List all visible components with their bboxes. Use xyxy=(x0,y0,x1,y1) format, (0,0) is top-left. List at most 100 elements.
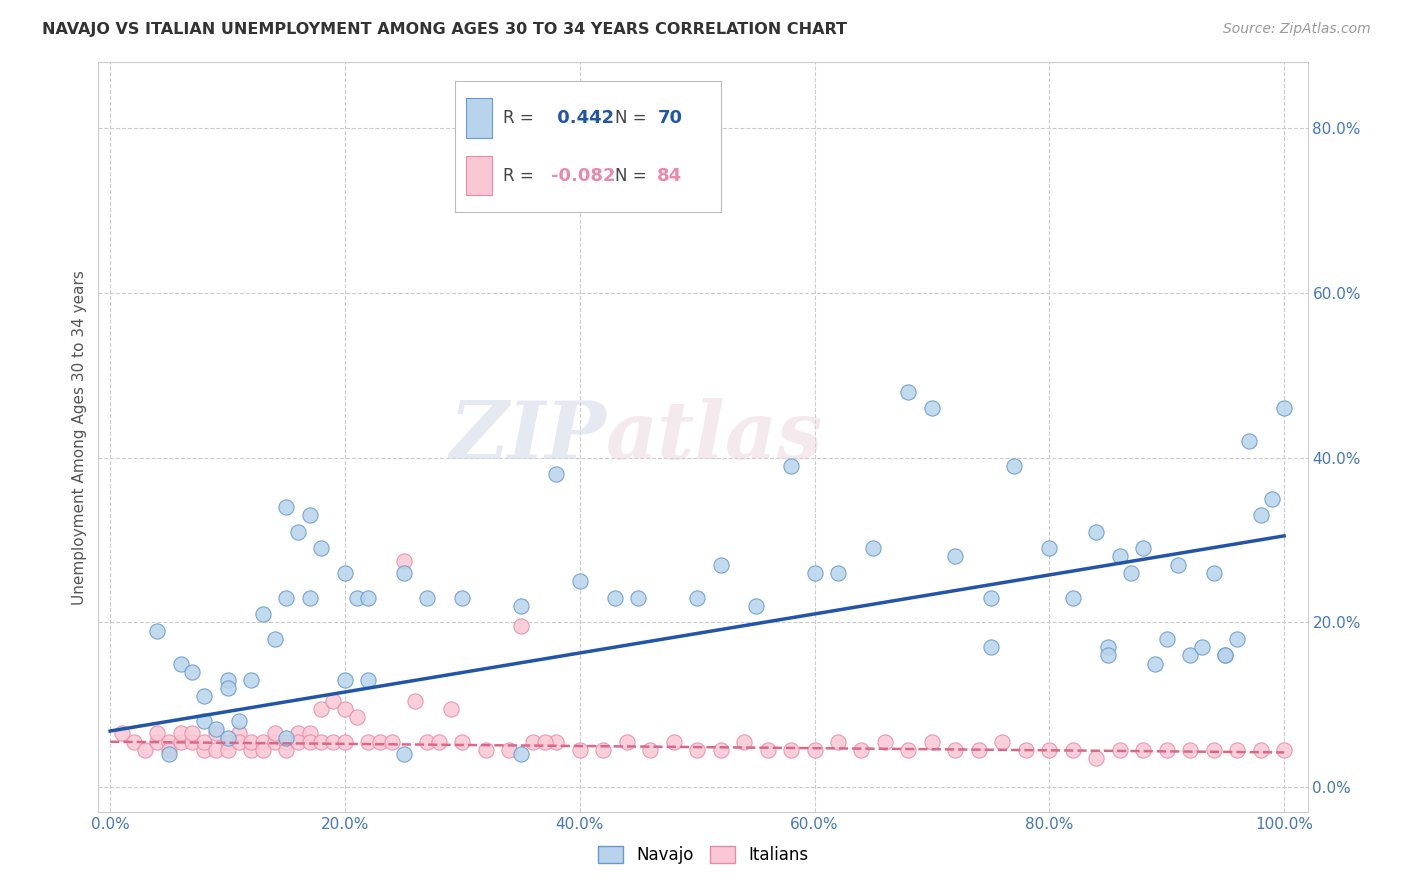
Point xyxy=(298,591,321,605)
Point xyxy=(146,624,169,638)
Point xyxy=(276,500,298,514)
Point xyxy=(638,743,661,757)
Point xyxy=(263,735,285,749)
Point xyxy=(510,619,533,633)
Point xyxy=(392,566,415,580)
Point xyxy=(322,735,344,749)
Point xyxy=(1250,508,1272,523)
Point xyxy=(710,743,733,757)
Point xyxy=(568,574,591,589)
Point xyxy=(756,743,779,757)
Point xyxy=(686,591,709,605)
Point xyxy=(252,743,274,757)
Point xyxy=(298,735,321,749)
Point xyxy=(686,743,709,757)
Point xyxy=(157,735,180,749)
Point xyxy=(733,735,755,749)
Point xyxy=(298,508,321,523)
Point xyxy=(1108,743,1130,757)
Text: NAVAJO VS ITALIAN UNEMPLOYMENT AMONG AGES 30 TO 34 YEARS CORRELATION CHART: NAVAJO VS ITALIAN UNEMPLOYMENT AMONG AGE… xyxy=(42,22,848,37)
Point xyxy=(1002,458,1025,473)
Point xyxy=(1085,524,1108,539)
Point xyxy=(546,735,568,749)
Point xyxy=(1015,743,1038,757)
Point xyxy=(252,735,274,749)
Point xyxy=(980,591,1002,605)
Point xyxy=(204,723,226,737)
Point xyxy=(498,743,520,757)
Text: atlas: atlas xyxy=(606,399,824,475)
Point xyxy=(193,690,215,704)
Point xyxy=(1261,491,1284,506)
Point xyxy=(1038,743,1060,757)
Point xyxy=(510,599,533,613)
Point xyxy=(827,735,849,749)
Point xyxy=(592,743,614,757)
Point xyxy=(416,591,439,605)
Point xyxy=(169,726,191,740)
Point xyxy=(276,591,298,605)
Point xyxy=(333,673,356,687)
Point xyxy=(827,566,849,580)
Point xyxy=(287,735,309,749)
Point xyxy=(921,735,943,749)
Point xyxy=(780,743,803,757)
Point xyxy=(745,599,768,613)
Point xyxy=(945,549,967,564)
Point xyxy=(1180,648,1202,663)
Point xyxy=(228,726,250,740)
Point xyxy=(897,743,920,757)
Point xyxy=(1062,591,1084,605)
Point xyxy=(451,591,474,605)
Point xyxy=(217,673,239,687)
Point xyxy=(322,693,344,707)
Point xyxy=(287,726,309,740)
Point xyxy=(1132,541,1154,556)
Point xyxy=(169,735,191,749)
Point xyxy=(333,566,356,580)
Point xyxy=(568,743,591,757)
Point xyxy=(1202,566,1225,580)
Point xyxy=(1062,743,1084,757)
Point xyxy=(404,693,426,707)
Point xyxy=(1108,549,1130,564)
Point xyxy=(439,702,461,716)
Point xyxy=(217,681,239,696)
Point xyxy=(157,747,180,761)
Point xyxy=(111,726,134,740)
Point xyxy=(1167,558,1189,572)
Text: Source: ZipAtlas.com: Source: ZipAtlas.com xyxy=(1223,22,1371,37)
Point xyxy=(780,458,803,473)
Point xyxy=(134,743,156,757)
Point xyxy=(1215,648,1237,663)
Point xyxy=(357,591,380,605)
Point xyxy=(240,743,263,757)
Point xyxy=(276,731,298,745)
Point xyxy=(1038,541,1060,556)
Point xyxy=(157,743,180,757)
Point xyxy=(263,726,285,740)
Point xyxy=(263,632,285,646)
Point xyxy=(1132,743,1154,757)
Point xyxy=(1215,648,1237,663)
Point xyxy=(181,735,204,749)
Point xyxy=(921,401,943,416)
Point xyxy=(193,743,215,757)
Point xyxy=(627,591,650,605)
Point xyxy=(357,735,380,749)
Point xyxy=(217,731,239,745)
Point xyxy=(427,735,450,749)
Point xyxy=(510,747,533,761)
Point xyxy=(416,735,439,749)
Point xyxy=(146,735,169,749)
Point xyxy=(193,714,215,728)
Point xyxy=(217,743,239,757)
Point xyxy=(346,710,368,724)
Point xyxy=(967,743,990,757)
Point xyxy=(298,726,321,740)
Point xyxy=(603,591,626,605)
Point xyxy=(475,743,498,757)
Point xyxy=(276,743,298,757)
Point xyxy=(204,726,226,740)
Point xyxy=(333,735,356,749)
